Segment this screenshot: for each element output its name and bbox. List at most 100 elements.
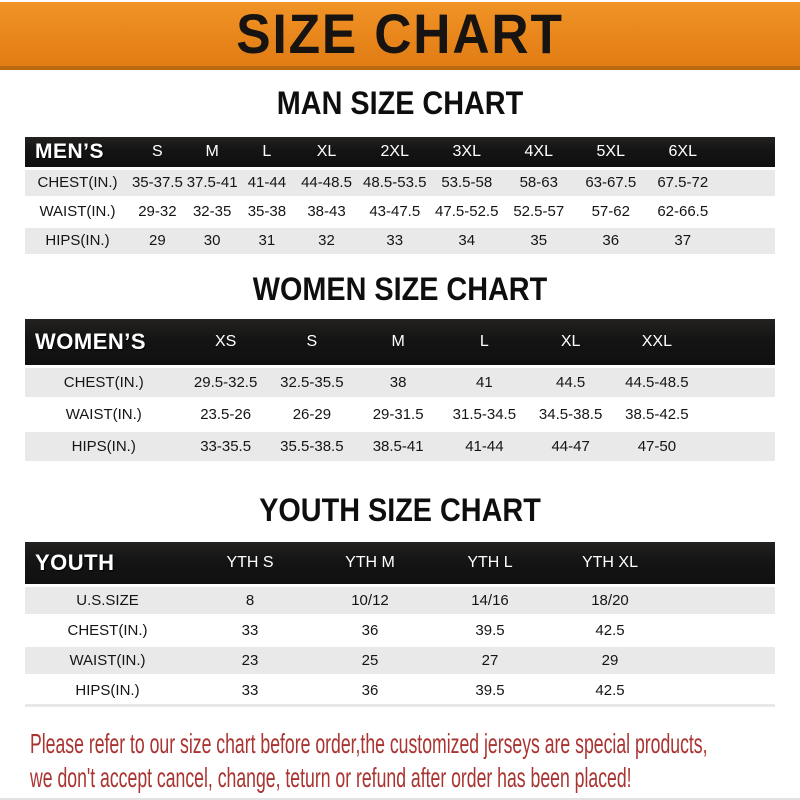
- size-table-header-row: WOMEN’S XS S M L XL XXL: [25, 319, 775, 366]
- size-value: 31: [258, 232, 276, 250]
- size-value: 35: [530, 232, 548, 250]
- youth-size-chart-section: YOUTH SIZE CHART YOUTH YTH S YTH M YTH L YTH…: [0, 493, 800, 707]
- size-column-header: XL: [316, 142, 337, 160]
- size-value: 52.5-57: [513, 203, 565, 221]
- size-column-header: XS: [214, 333, 237, 351]
- size-value: 63-67.5: [585, 174, 637, 192]
- size-value: 29.5-32.5: [193, 374, 258, 392]
- men-size-table: MEN’S S M L XL 2XL 3XL 4XL 5XL 6XL CHEST(IN.) 35-37…: [25, 136, 775, 254]
- size-value: 8: [245, 591, 255, 609]
- row-label: WAIST(IN.): [69, 651, 146, 669]
- size-table-row: WAIST(IN.) 29-32 32-35 35-38 38-43 43-47.5 47.…: [25, 198, 775, 225]
- size-column-header: YTH S: [226, 553, 274, 571]
- size-value: 38.5-42.5: [625, 406, 689, 424]
- size-value: 62-66.5: [657, 203, 709, 221]
- size-table-row: CHEST(IN.) 29.5-32.5 32.5-35.5 38 41 44.5 44.5…: [25, 368, 775, 398]
- row-label: CHEST(IN.): [37, 174, 118, 192]
- size-value: 47.5-52.5: [435, 203, 499, 221]
- size-column-header: 5XL: [596, 142, 625, 160]
- row-label: U.S.SIZE: [76, 591, 139, 609]
- size-value: 35.5-38.5: [280, 438, 344, 456]
- size-table-title: MEN’S: [35, 139, 105, 163]
- size-table-row: WAIST(IN.) 23 25 27 29: [25, 646, 775, 674]
- size-column-header: YTH M: [345, 553, 395, 571]
- row-label: HIPS(IN.): [75, 681, 140, 699]
- size-value: 44-47: [551, 438, 590, 456]
- size-value: 42.5: [595, 681, 625, 699]
- size-table-row: HIPS(IN.) 33 36 39.5 42.5: [25, 676, 775, 704]
- size-value: 34.5-38.5: [538, 406, 603, 424]
- size-column-header: YTH L: [467, 553, 513, 571]
- women-size-chart-section: WOMEN SIZE CHART WOMEN’S XS S M L XL XXL CHEST(…: [0, 270, 800, 462]
- size-table-row: WAIST(IN.) 23.5-26 26-29 29-31.5 31.5-34.5 34…: [25, 400, 775, 430]
- size-table-row: HIPS(IN.) 29 30 31 32 33 34 35 36 37: [25, 227, 775, 254]
- size-column-header: XL: [560, 333, 581, 351]
- size-value: 38.5-41: [372, 438, 424, 456]
- size-value: 48.5-53.5: [363, 174, 427, 192]
- size-value: 39.5: [475, 681, 505, 699]
- size-table-title: WOMEN’S: [35, 329, 147, 355]
- size-value: 32.5-35.5: [280, 374, 344, 392]
- size-value: 42.5: [595, 621, 625, 639]
- size-column-header: L: [262, 142, 272, 160]
- size-value: 33-35.5: [200, 438, 252, 456]
- size-value: 31.5-34.5: [452, 406, 517, 424]
- man-size-chart-heading: MAN SIZE CHART: [276, 85, 524, 121]
- size-table-title: YOUTH: [35, 549, 115, 575]
- youth-size-table: YOUTH YTH S YTH M YTH L YTH XL U.S.SIZE 8 10/12…: [25, 541, 775, 707]
- size-value: 32: [318, 232, 335, 250]
- size-value: 33: [241, 681, 259, 699]
- size-column-header: S: [152, 142, 163, 160]
- size-value: 23.5-26: [200, 406, 252, 424]
- size-value: 35-38: [247, 203, 287, 221]
- size-value: 10/12: [351, 591, 389, 609]
- size-value: 26-29: [292, 406, 332, 424]
- size-column-header: XXL: [641, 333, 672, 351]
- size-value: 33: [386, 232, 404, 250]
- banner-title: SIZE CHART: [236, 2, 564, 65]
- size-value: 29: [601, 651, 619, 669]
- size-value: 41-44: [247, 174, 287, 192]
- size-value: 39.5: [475, 621, 505, 639]
- size-value: 35-37.5: [131, 174, 183, 192]
- size-value: 36: [361, 621, 379, 639]
- size-value: 47-50: [637, 438, 677, 456]
- size-column-header: 6XL: [668, 142, 697, 160]
- disclaimer-line-1: Please refer to our size chart before or…: [30, 727, 708, 759]
- size-column-header: 3XL: [452, 142, 481, 160]
- row-label: CHEST(IN.): [63, 374, 144, 392]
- women-size-table: WOMEN’S XS S M L XL XXL CHEST(IN.) 29.5-32.5 32.5…: [25, 319, 775, 462]
- order-disclaimer: Please refer to our size chart before or…: [30, 727, 708, 795]
- size-value: 27: [481, 651, 499, 669]
- size-value: 14/16: [471, 591, 509, 609]
- size-value: 43-47.5: [369, 203, 421, 221]
- size-value: 37: [674, 232, 692, 250]
- size-value: 44.5-48.5: [625, 374, 689, 392]
- size-column-header: L: [479, 333, 489, 351]
- size-value: 30: [203, 232, 221, 250]
- size-table-header-row: YOUTH YTH S YTH M YTH L YTH XL: [25, 541, 775, 584]
- size-value: 38-43: [307, 203, 346, 221]
- size-column-header: 2XL: [380, 142, 409, 160]
- size-value: 33: [241, 621, 259, 639]
- size-value: 29-31.5: [372, 406, 424, 424]
- women-size-chart-heading: WOMEN SIZE CHART: [252, 270, 548, 307]
- size-value: 58-63: [519, 174, 558, 192]
- size-column-header: YTH XL: [581, 553, 638, 571]
- size-value: 36: [361, 681, 379, 699]
- size-table-row: CHEST(IN.) 35-37.5 37.5-41 41-44 44-48.5 48.5…: [25, 169, 775, 196]
- size-column-header: S: [306, 333, 318, 351]
- size-value: 23: [241, 651, 259, 669]
- size-value: 18/20: [591, 591, 629, 609]
- size-value: 44-48.5: [301, 174, 352, 192]
- size-value: 37.5-41: [186, 174, 238, 192]
- size-column-header: 4XL: [524, 142, 553, 160]
- size-value: 34: [458, 232, 476, 250]
- size-value: 38: [389, 374, 407, 392]
- size-value: 29: [149, 232, 166, 250]
- size-table-row: CHEST(IN.) 33 36 39.5 42.5: [25, 616, 775, 644]
- youth-size-chart-heading: YOUTH SIZE CHART: [259, 492, 541, 529]
- disclaimer-line-2: we don't accept cancel, change, teturn o…: [30, 761, 632, 793]
- size-value: 25: [361, 651, 379, 669]
